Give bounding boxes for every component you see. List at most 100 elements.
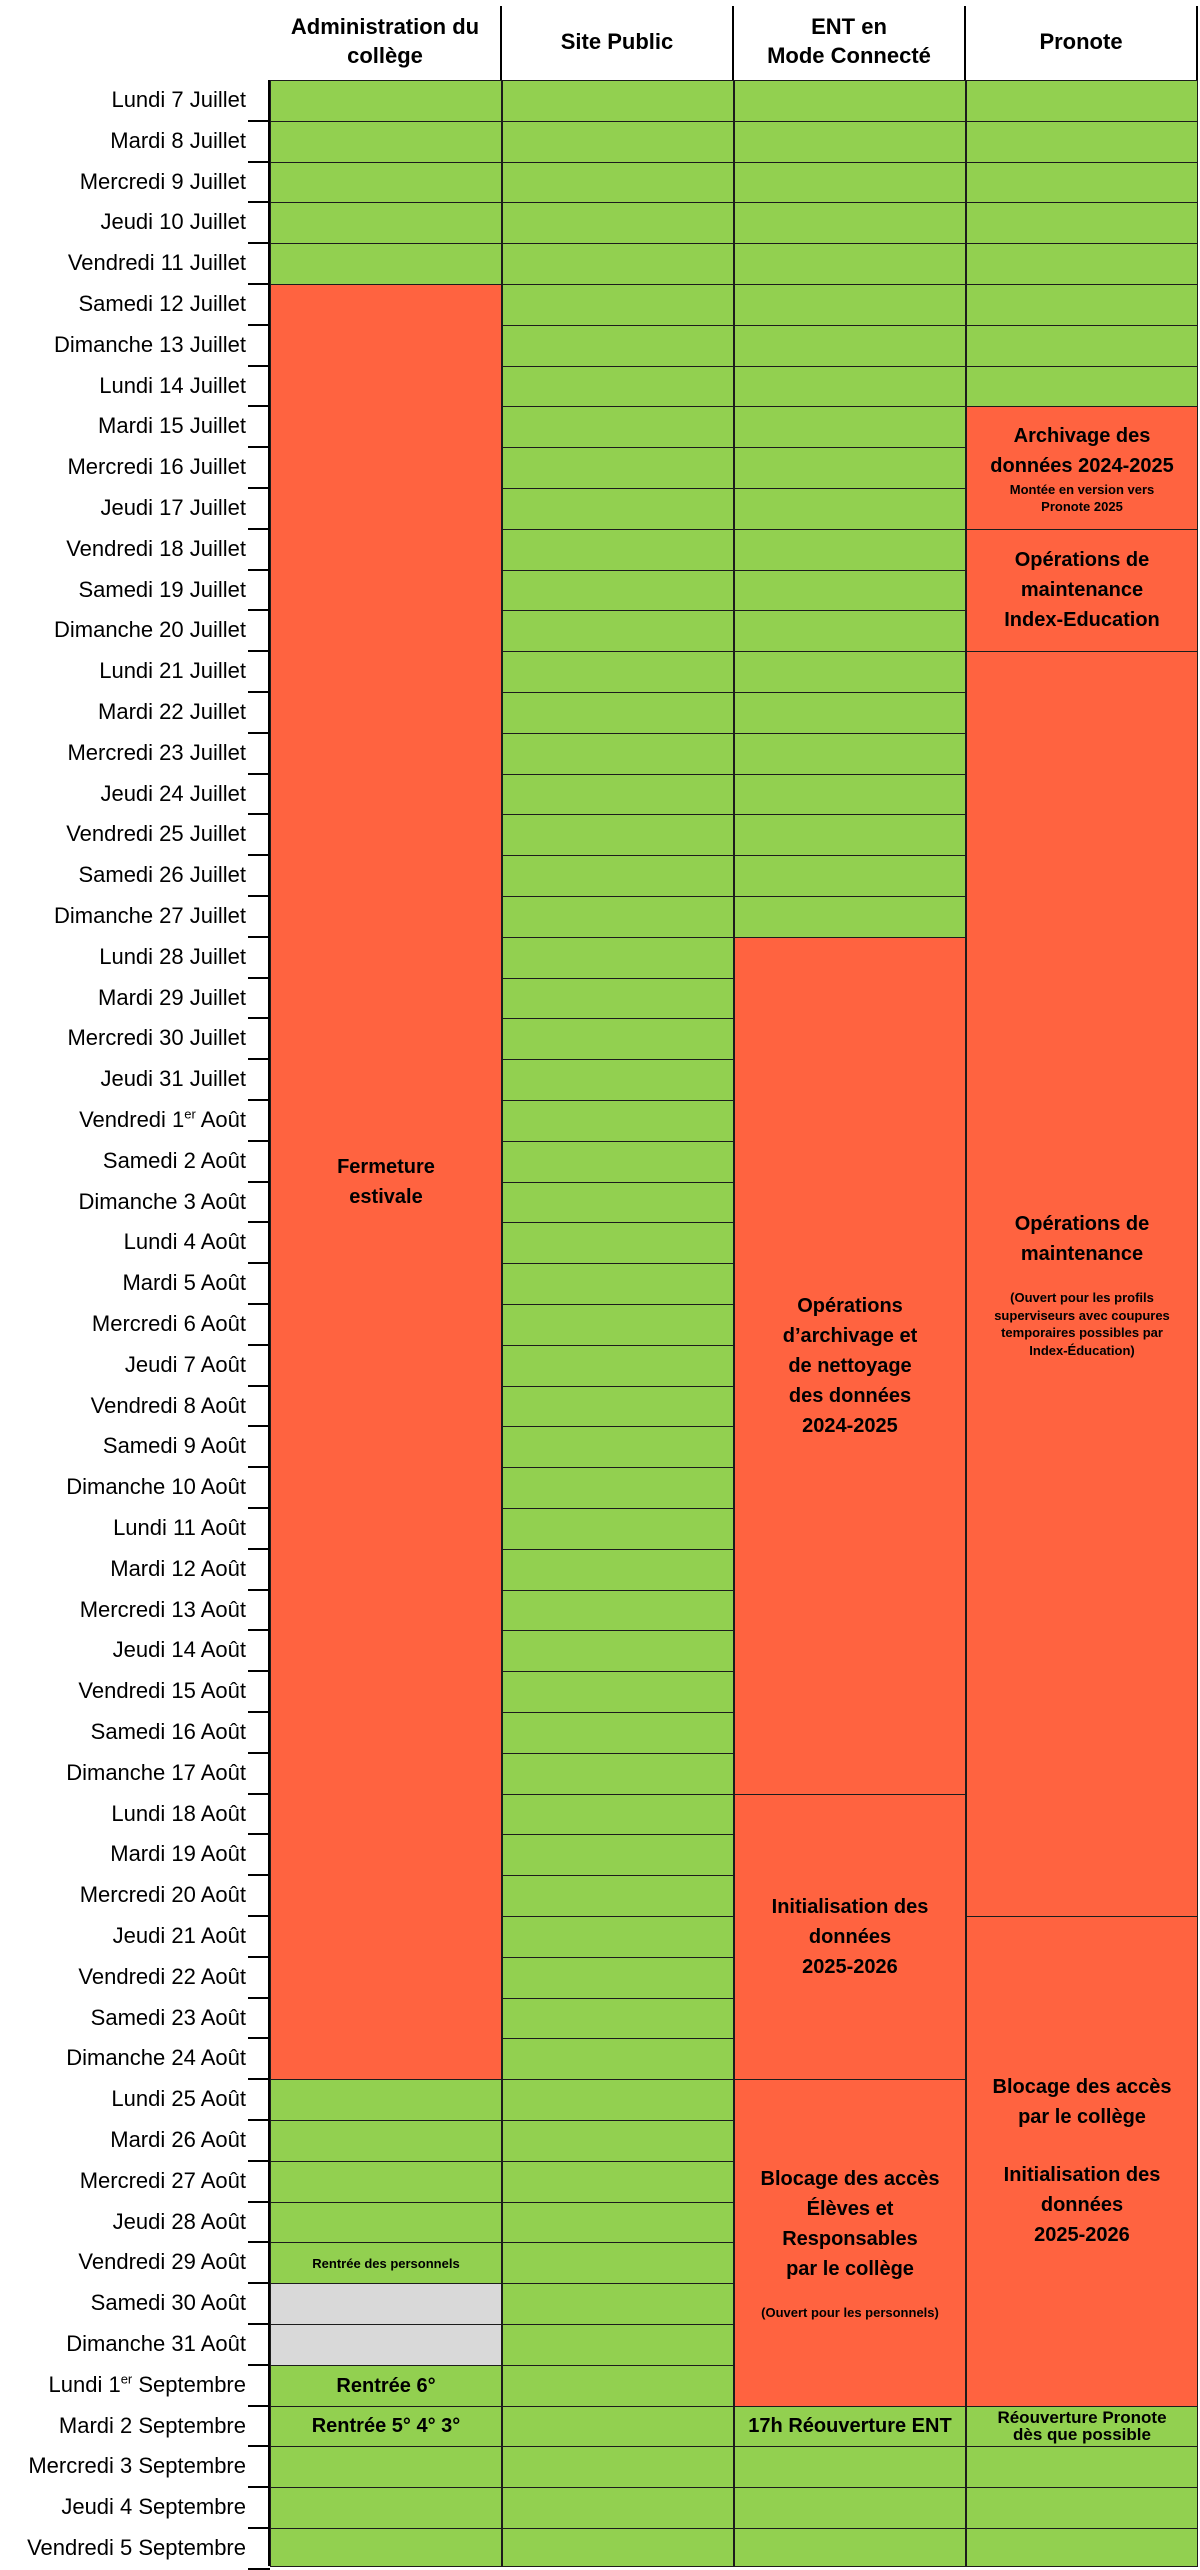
day-label: Vendredi 5 Septembre [27,2535,246,2560]
cell-title: Fermeture estivale [337,1156,435,1209]
ent-orange-cell: Blocage des accès Élèves et Responsables… [734,2079,966,2407]
day-tick [248,2201,270,2203]
pronote-green-cell [966,243,1198,285]
day-label-text: Vendredi 1 [79,1107,185,1132]
day-tick [248,2119,270,2121]
admin-green-cell [270,2079,502,2121]
ent-green-cell [734,161,966,204]
day-tick [248,324,270,326]
day-label: Mardi 5 Août [122,1270,246,1296]
site-green-cell [502,1467,734,1509]
day-label-ordinal: er [120,2371,133,2387]
site-green-cell [502,447,734,489]
site-green-cell [502,243,734,285]
site-green-cell [502,1834,734,1877]
header-separator [732,6,734,80]
pronote-green-cell [966,2528,1198,2567]
admin-grey-cell [270,2283,502,2325]
site-green-cell [502,1263,734,1305]
day-label: Lundi 14 Juillet [99,372,246,398]
site-green-cell [502,936,734,979]
cell-title-secondary: Initialisation des données 2025-2026 [1003,2164,1161,2247]
day-tick [248,813,270,815]
day-label: Mercredi 3 Septembre [28,2453,246,2479]
day-label: Jeudi 14 Août [112,1637,246,1663]
site-green-cell [502,1752,734,1795]
ent-green-cell [734,80,966,122]
day-tick [248,773,270,775]
day-tick [248,2405,270,2407]
day-tick [248,1793,270,1795]
site-green-cell [502,1508,734,1550]
day-tick [248,1915,270,1917]
day-label: Mercredi 23 Juillet [67,739,246,765]
site-green-cell [502,610,734,653]
day-tick [248,691,270,693]
day-tick [248,569,270,571]
day-tick [248,365,270,367]
pronote-green-cell [966,120,1198,163]
day-tick [248,1385,270,1387]
site-green-cell [502,1426,734,1469]
day-tick [248,1752,270,1754]
day-label: Samedi 16 Août [90,1719,246,1744]
day-tick [248,2364,270,2366]
day-tick [248,1303,270,1305]
day-tick [248,2160,270,2162]
site-green-cell [502,855,734,897]
day-label: Vendredi 1er Août [79,1100,246,1140]
day-tick [248,854,270,856]
day-label: Vendredi 11 Juillet [67,250,246,276]
cell-title: Opérations d’archivage et de nettoyage d… [782,1294,918,1437]
day-label: Lundi 11 Août [113,1515,246,1540]
day-label: Vendredi 22 Août [78,1963,246,1989]
site-green-cell [502,2364,734,2407]
day-label: Lundi 21 Juillet [99,658,246,684]
site-green-cell [502,1916,734,1958]
pronote-orange-cell: Opérations de maintenance (Ouvert pour le… [966,651,1198,1917]
day-tick [248,977,270,979]
site-green-cell [502,1140,734,1183]
day-tick [248,1711,270,1713]
admin-green-cell [270,2201,502,2244]
admin-green-cell [270,120,502,163]
ent-green-cell [734,814,966,857]
day-tick [248,2486,270,2488]
day-label: Vendredi 25 Juillet [66,821,246,847]
ent-green-cell [734,610,966,653]
day-tick [248,2323,270,2325]
ent-green-cell [734,243,966,285]
day-tick [248,1425,270,1427]
day-tick [248,1099,270,1101]
site-green-cell [502,2201,734,2244]
day-tick [248,1956,270,1958]
admin-green-cell [270,2528,502,2567]
site-green-cell [502,1018,734,1061]
admin-green-cell [270,80,502,122]
cell-title: Blocage des accès par le collège [992,2076,1172,2129]
ent-green-cell [734,284,966,326]
column-header-ent: ENT en Mode Connecté [767,14,931,68]
day-tick [248,242,270,244]
day-label: Dimanche 27 Juillet [54,903,246,928]
site-green-cell [502,2528,734,2567]
site-green-cell [502,1344,734,1387]
site-green-cell [502,528,734,571]
admin-green-cell [270,243,502,285]
cell-subtitle: Rentrée des personnels [312,2255,460,2271]
admin-grey-cell [270,2324,502,2366]
day-label: Mercredi 20 Août [79,1882,246,1908]
day-label: Mardi 26 Août [110,2127,246,2152]
day-label: Jeudi 24 Juillet [100,780,246,806]
cell-title: Rentrée 6° [336,2374,436,2397]
day-label: Dimanche 31 Août [66,2331,246,2356]
site-green-cell [502,2120,734,2162]
cell-title: Rentrée 5° 4° 3° [311,2415,461,2438]
admin-green-cell [270,161,502,204]
ent-green-cell [734,692,966,734]
pronote-green-cell [966,2446,1198,2489]
ent-green-cell [734,569,966,612]
header-separator [500,6,502,80]
ent-green-cell [734,528,966,571]
day-label: Samedi 26 Juillet [78,862,246,888]
